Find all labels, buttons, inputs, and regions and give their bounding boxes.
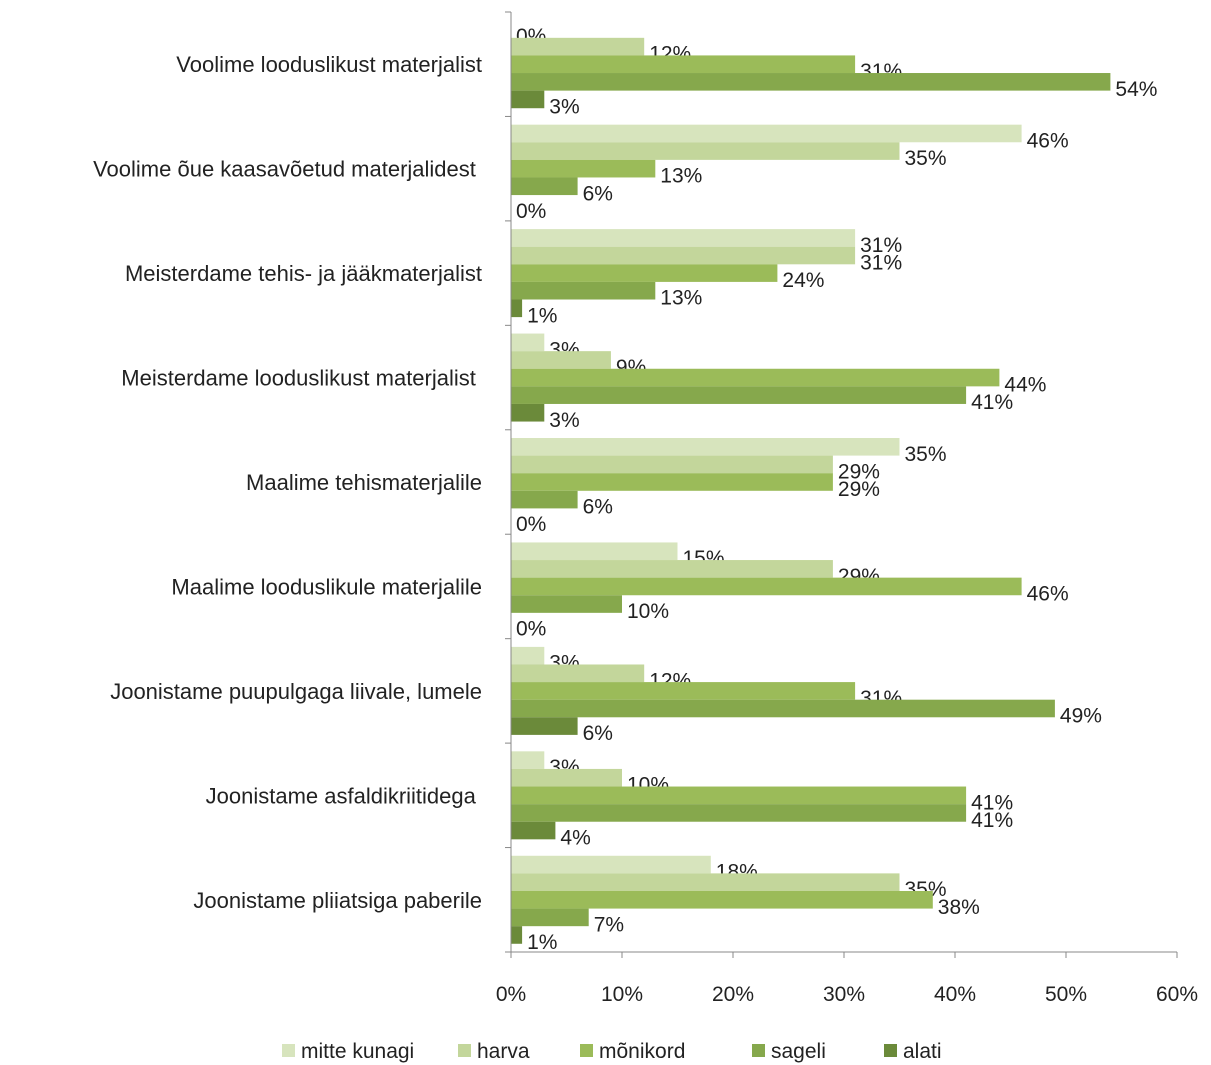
bar: [511, 403, 545, 422]
value-label: 29%: [838, 460, 880, 483]
bar: [511, 455, 833, 474]
legend-swatch: [282, 1044, 295, 1057]
value-label: 35%: [905, 147, 947, 170]
bar: [511, 490, 578, 509]
value-label: 13%: [660, 165, 702, 188]
value-label: 7%: [594, 913, 624, 936]
bar: [511, 351, 611, 369]
legend-label: alati: [903, 1040, 942, 1063]
value-label: 0%: [516, 200, 546, 223]
bar: [511, 890, 933, 909]
bar: [511, 873, 900, 891]
bar: [511, 368, 1000, 387]
bar: [511, 821, 556, 840]
bar: [511, 124, 1022, 143]
value-label: 41%: [971, 791, 1013, 814]
value-label: 6%: [583, 722, 613, 745]
bar: [511, 90, 545, 109]
value-label: 44%: [1004, 374, 1046, 397]
value-label: 24%: [782, 269, 824, 292]
value-label: 35%: [905, 443, 947, 466]
legend-label: mitte kunagi: [301, 1040, 414, 1063]
bar: [511, 646, 545, 665]
value-label: 6%: [583, 496, 613, 519]
bar: [511, 682, 856, 700]
bar: [511, 159, 656, 178]
bar: [511, 855, 711, 874]
bar: [511, 299, 523, 318]
x-tick-label: 30%: [823, 983, 865, 1006]
bar: [511, 264, 778, 282]
bar: [511, 699, 1055, 718]
bar: [511, 926, 523, 944]
category-label: Joonistame asfaldikriitidega: [206, 783, 482, 808]
value-label: 0%: [516, 513, 546, 536]
category-label: Meisterdame looduslikust materjalist: [121, 366, 482, 391]
bar: [511, 177, 578, 196]
category-label: Joonistame pliiatsiga paberile: [193, 888, 482, 913]
value-label: 0%: [516, 618, 546, 641]
bar: [511, 804, 967, 822]
bar: [511, 908, 589, 927]
value-label: 49%: [1060, 704, 1102, 727]
legend-swatch: [752, 1044, 765, 1057]
bar: [511, 281, 656, 300]
legend-label: sageli: [771, 1040, 826, 1063]
value-label: 29%: [838, 478, 880, 501]
bar: [511, 717, 578, 735]
bar: [511, 786, 967, 805]
bar: [511, 577, 1022, 596]
value-label: 41%: [971, 809, 1013, 832]
bar: [511, 542, 678, 561]
value-label: 1%: [527, 931, 557, 954]
value-label: 3%: [549, 95, 579, 118]
legend-label: harva: [477, 1040, 530, 1063]
x-tick-label: 60%: [1156, 983, 1198, 1006]
value-label: 13%: [660, 287, 702, 310]
value-label: 1%: [527, 304, 557, 327]
bar: [511, 751, 545, 769]
value-label: 31%: [860, 252, 902, 275]
bar: [511, 768, 622, 787]
bar: [511, 595, 622, 613]
legend-swatch: [458, 1044, 471, 1057]
value-label: 10%: [627, 600, 669, 623]
bar: [511, 246, 856, 265]
bar: [511, 37, 645, 56]
value-label: 54%: [1115, 78, 1157, 101]
bar: [511, 560, 833, 578]
category-label: Maalime looduslikule materjalile: [171, 574, 482, 599]
bar: [511, 73, 1111, 91]
value-label: 6%: [583, 182, 613, 205]
value-label: 41%: [971, 391, 1013, 414]
category-label: Maalime tehismaterjalile: [246, 470, 482, 495]
legend-label: mõnikord: [599, 1040, 685, 1063]
legend-swatch: [884, 1044, 897, 1057]
value-label: 46%: [1027, 129, 1069, 152]
value-label: 4%: [560, 827, 590, 850]
x-tick-label: 20%: [712, 983, 754, 1006]
value-label: 3%: [549, 409, 579, 432]
bar: [511, 229, 856, 247]
value-label: 46%: [1027, 582, 1069, 605]
x-tick-label: 50%: [1045, 983, 1087, 1006]
bar: [511, 473, 833, 491]
bar: [511, 333, 545, 352]
category-label: Voolime looduslikust materjalist: [176, 52, 482, 77]
category-label: Meisterdame tehis- ja jääkmaterjalist: [125, 261, 482, 286]
category-label: Voolime õue kaasavõetud materjalidest: [93, 157, 482, 182]
bar: [511, 664, 645, 683]
bar: [511, 142, 900, 160]
bar: [511, 386, 967, 404]
value-label: 31%: [860, 234, 902, 257]
x-tick-label: 40%: [934, 983, 976, 1006]
bar: [511, 438, 900, 456]
category-label: Joonistame puupulgaga liivale, lumele: [110, 679, 482, 704]
value-label: 38%: [938, 896, 980, 919]
x-tick-label: 0%: [496, 983, 526, 1006]
x-tick-label: 10%: [601, 983, 643, 1006]
legend-swatch: [580, 1044, 593, 1057]
bar: [511, 55, 856, 74]
